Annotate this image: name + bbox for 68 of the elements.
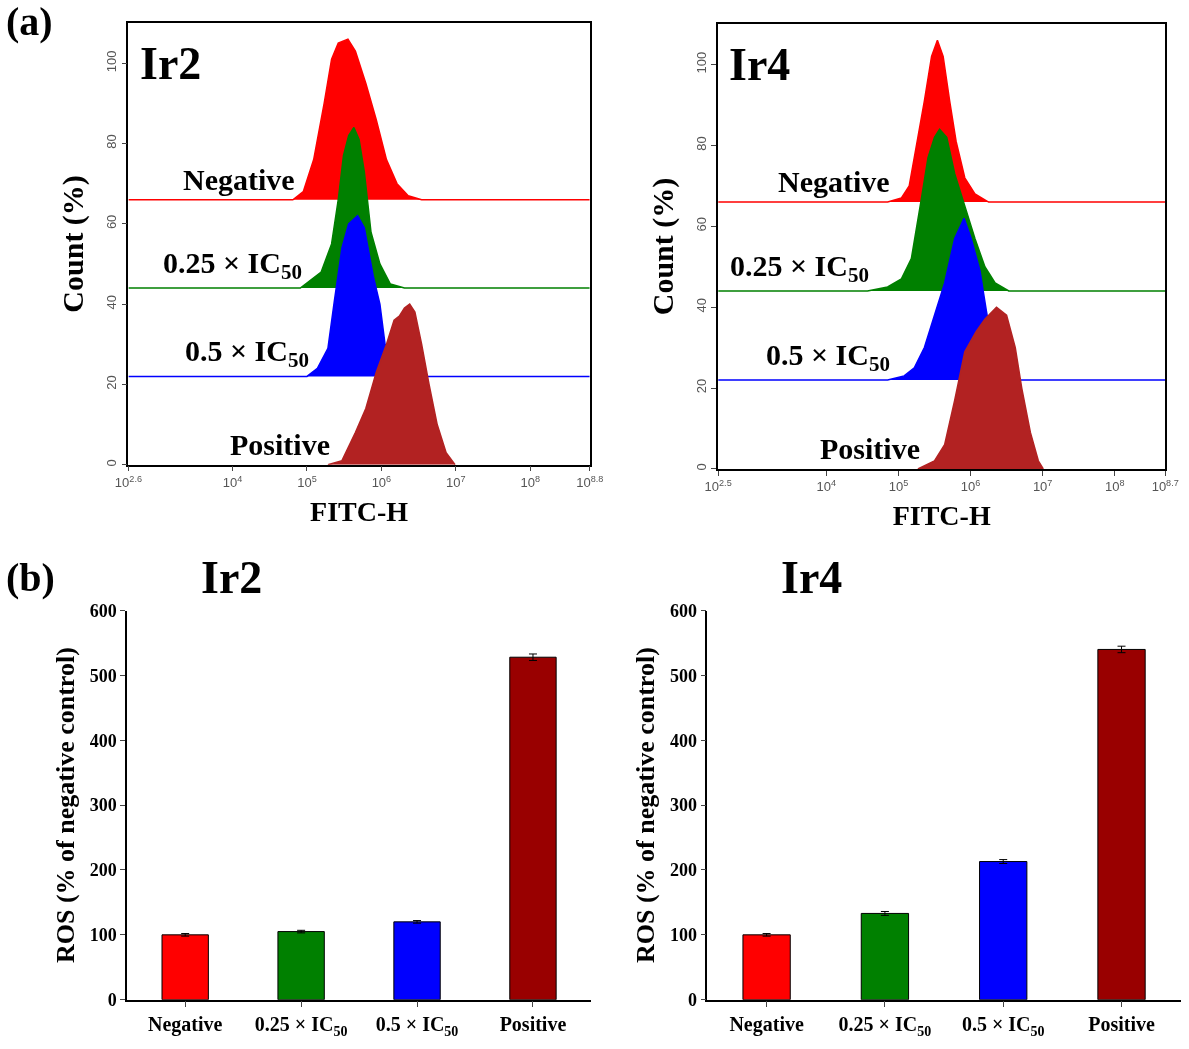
x-tick-label: 10$^{4}$ [222, 473, 243, 491]
x-tick-label: 10$^{7}$ [1032, 477, 1053, 495]
chart-title: Ir4 [729, 39, 791, 90]
text: (a) [6, 0, 53, 44]
y-tick-label: 0 [694, 463, 710, 471]
y-tick-label: 0 [104, 459, 120, 467]
series-label: Negative [778, 165, 890, 198]
series-label: Positive [230, 428, 330, 461]
x-tick-label: 10$^{8}$ [520, 473, 540, 491]
y-tick-label: 100 [694, 51, 710, 74]
y-tick-label: 60 [694, 217, 710, 232]
x-tick-label: 10$^{5}$ [888, 477, 909, 495]
y-tick-label: 300 [89, 795, 117, 816]
y-tick-label: 500 [89, 665, 117, 686]
x-tick-label: 0.25 × IC$_{50}$ [254, 1013, 348, 1039]
x-tick-label: 10$^{6}$ [960, 477, 981, 495]
series-label: Negative [183, 163, 295, 196]
chart-title: Ir4 [781, 552, 843, 603]
y-tick-label: 60 [104, 214, 120, 230]
y-tick-label: 20 [104, 375, 120, 390]
x-tick-label: 10$^{4}$ [816, 477, 837, 495]
x-tick-label: 10$^{8.8}$ [576, 473, 604, 491]
x-tick-label: Negative [729, 1013, 804, 1037]
series-label: 0.25 × IC$_{50}$ [163, 246, 302, 285]
series-label: 0.5 × IC$_{50}$ [766, 338, 890, 377]
y-tick-label: 80 [104, 134, 120, 149]
chart-title: Ir2 [140, 38, 202, 89]
x-tick-label: Positive [499, 1013, 567, 1036]
chart-title: Ir2 [201, 552, 263, 603]
text: (b) [6, 555, 55, 600]
x-tick-label: 10$^{2.6}$ [114, 473, 142, 491]
y-tick-label: 40 [694, 297, 710, 313]
y-tick-label: 0 [688, 990, 698, 1010]
y-tick-label: 200 [670, 860, 698, 881]
y-axis-title: Count (%) [645, 177, 680, 316]
x-tick-label: Positive [1088, 1013, 1155, 1036]
y-tick-label: 0 [107, 990, 117, 1010]
y-axis-title: ROS (% of negative control) [50, 647, 80, 964]
x-tick-label: 0.5 × IC$_{50}$ [375, 1013, 459, 1039]
y-tick-label: 200 [89, 860, 117, 881]
x-tick-label: 10$^{7}$ [446, 473, 466, 491]
x-tick-label: 10$^{5}$ [297, 473, 317, 491]
y-tick-label: 40 [104, 294, 120, 310]
y-tick-label: 600 [89, 600, 117, 621]
x-tick-label: 0.5 × IC$_{50}$ [961, 1013, 1045, 1039]
y-axis-title: ROS (% of negative control) [631, 647, 661, 964]
x-tick-label: Negative [147, 1013, 223, 1037]
series-label: Positive [820, 432, 920, 465]
series-label: 0.25 × IC$_{50}$ [730, 249, 869, 288]
x-tick-label: 0.25 × IC$_{50}$ [838, 1013, 932, 1039]
series-label: 0.5 × IC$_{50}$ [185, 334, 309, 373]
y-tick-label: 100 [104, 50, 120, 73]
y-tick-label: 20 [694, 378, 710, 394]
x-tick-label: 10$^{2.5}$ [704, 477, 732, 495]
y-tick-label: 300 [670, 795, 698, 816]
x-tick-label: 10$^{8.7}$ [1151, 477, 1179, 495]
x-tick-label: 10$^{6}$ [371, 473, 392, 491]
y-tick-label: 600 [670, 600, 698, 621]
y-axis-title: Count (%) [55, 175, 90, 313]
y-tick-label: 400 [670, 730, 698, 751]
y-tick-label: 500 [670, 665, 698, 686]
x-tick-label: 10$^{8}$ [1104, 477, 1125, 495]
y-tick-label: 100 [670, 925, 698, 946]
y-tick-label: 80 [694, 136, 710, 151]
x-axis-title: FITC-H [310, 495, 409, 527]
x-axis-title: FITC-H [892, 499, 991, 531]
y-tick-label: 100 [89, 925, 117, 946]
y-tick-label: 400 [89, 730, 117, 751]
